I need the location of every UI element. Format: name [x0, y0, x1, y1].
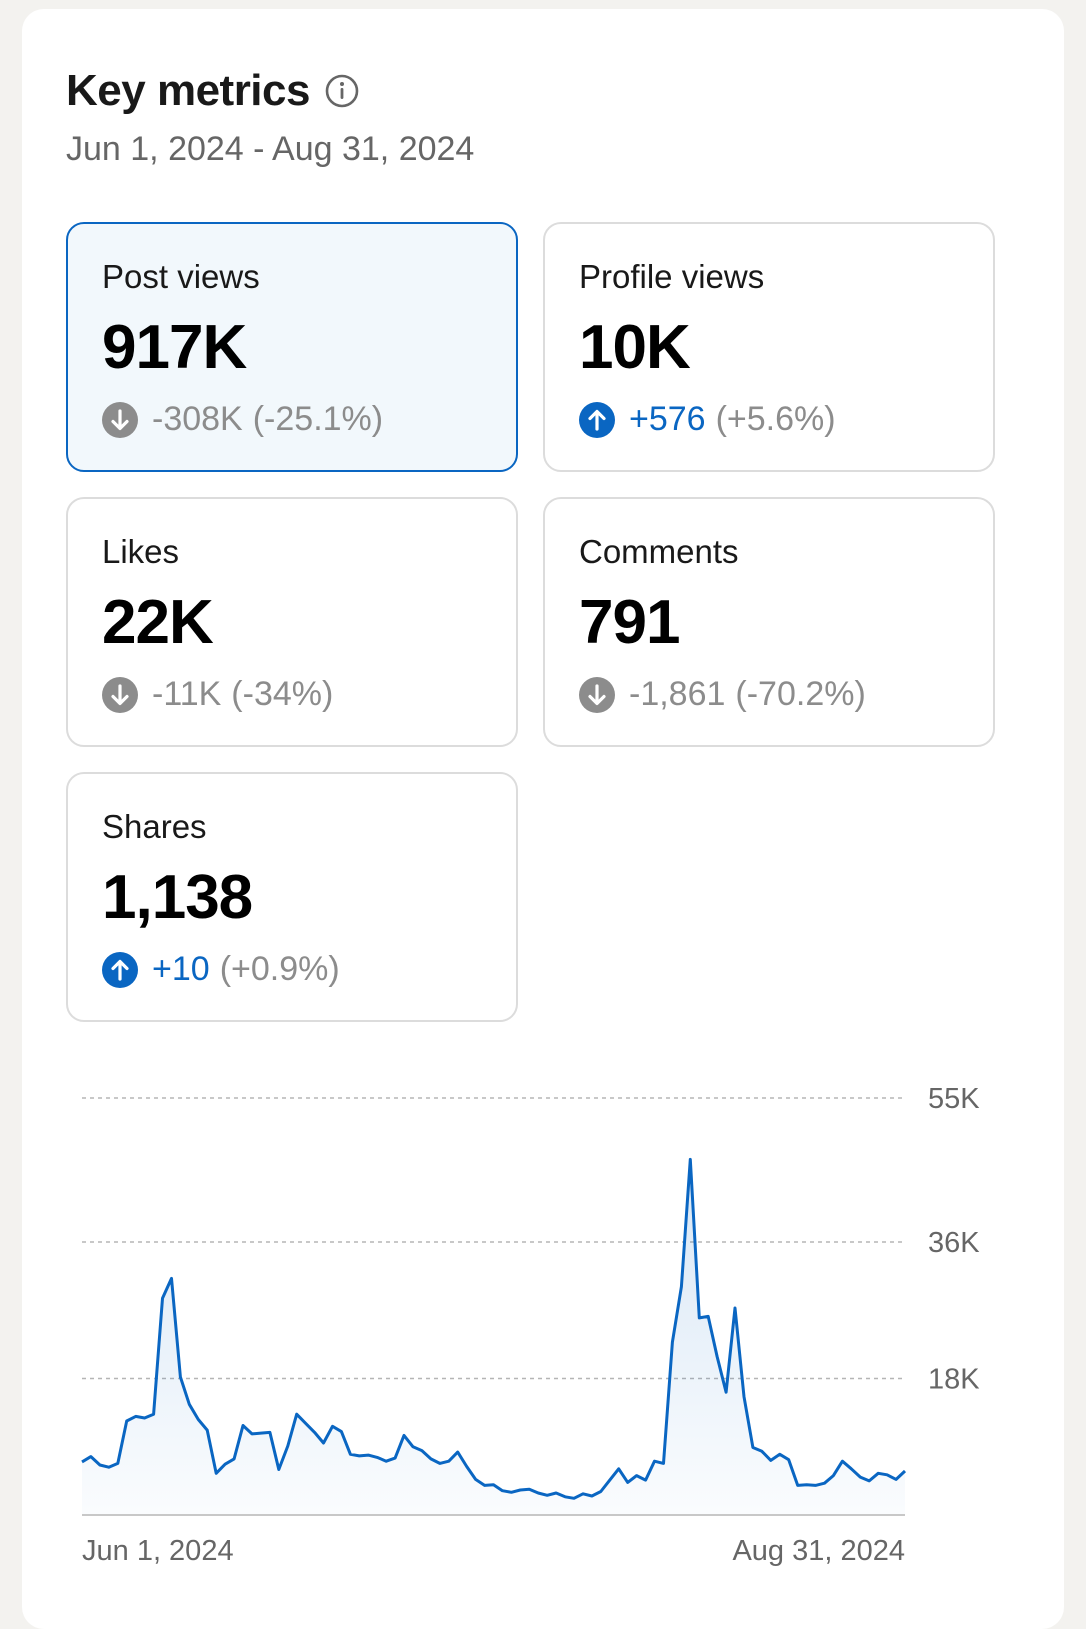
metric-percent: (+0.9%) — [219, 950, 340, 988]
metric-delta: -308K — [152, 400, 243, 438]
header: Key metrics — [66, 66, 360, 116]
metric-label: Comments — [579, 533, 739, 570]
metric-change: -1,861 (-70.2%) — [579, 675, 866, 714]
series-area — [82, 1159, 905, 1515]
metric-value: 917K — [102, 313, 247, 382]
y-tick-label: 18K — [928, 1364, 980, 1396]
y-tick-label: 55K — [928, 1083, 980, 1115]
y-tick-label: 36K — [928, 1227, 980, 1259]
arrow-down-icon — [102, 401, 138, 438]
metric-label: Profile views — [579, 258, 765, 295]
metric-tile-profile-views[interactable]: Profile views 10K +576 (+5.6%) — [543, 222, 995, 472]
metric-percent: (-34%) — [231, 675, 334, 713]
metric-percent: (+5.6%) — [715, 400, 836, 438]
arrow-up-icon — [579, 401, 615, 438]
metric-value: 10K — [579, 313, 691, 382]
metric-tile-shares[interactable]: Shares 1,138 +10 (+0.9%) — [66, 772, 518, 1022]
metric-value: 791 — [579, 588, 680, 657]
page-title: Key metrics — [66, 66, 310, 115]
metric-label: Shares — [102, 808, 207, 845]
metric-tile-likes[interactable]: Likes 22K -11K (-34%) — [66, 497, 518, 747]
metric-label: Likes — [102, 533, 180, 570]
metric-label: Post views — [102, 258, 260, 295]
post-views-chart[interactable]: 18K 36K 55K Jun 1, 2024 Aug 31, 2024 — [0, 1060, 1086, 1600]
metric-change: -308K (-25.1%) — [102, 400, 383, 439]
metric-change: +576 (+5.6%) — [579, 400, 836, 439]
metric-percent: (-25.1%) — [252, 400, 384, 438]
metric-value: 22K — [102, 588, 214, 657]
metric-delta: +576 — [629, 400, 706, 438]
metric-change: -11K (-34%) — [102, 675, 333, 714]
date-range: Jun 1, 2024 - Aug 31, 2024 — [66, 130, 475, 168]
metric-delta: -1,861 — [629, 675, 726, 713]
series-line — [81, 1157, 907, 1500]
metric-tile-post-views[interactable]: Post views 917K -308K (-25.1%) — [66, 222, 518, 472]
metric-percent: (-70.2%) — [735, 675, 866, 713]
metric-tile-comments[interactable]: Comments 791 -1,861 (-70.2%) — [543, 497, 995, 747]
arrow-down-icon — [102, 676, 138, 713]
metric-delta: -11K — [152, 675, 222, 713]
x-tick-label: Aug 31, 2024 — [732, 1535, 905, 1567]
arrow-down-icon — [579, 676, 615, 713]
metric-change: +10 (+0.9%) — [102, 950, 340, 989]
metric-value: 1,138 — [102, 863, 253, 932]
arrow-up-icon — [102, 951, 138, 988]
info-icon[interactable] — [324, 73, 360, 109]
x-tick-label: Jun 1, 2024 — [82, 1535, 234, 1567]
metric-delta: +10 — [152, 950, 210, 988]
